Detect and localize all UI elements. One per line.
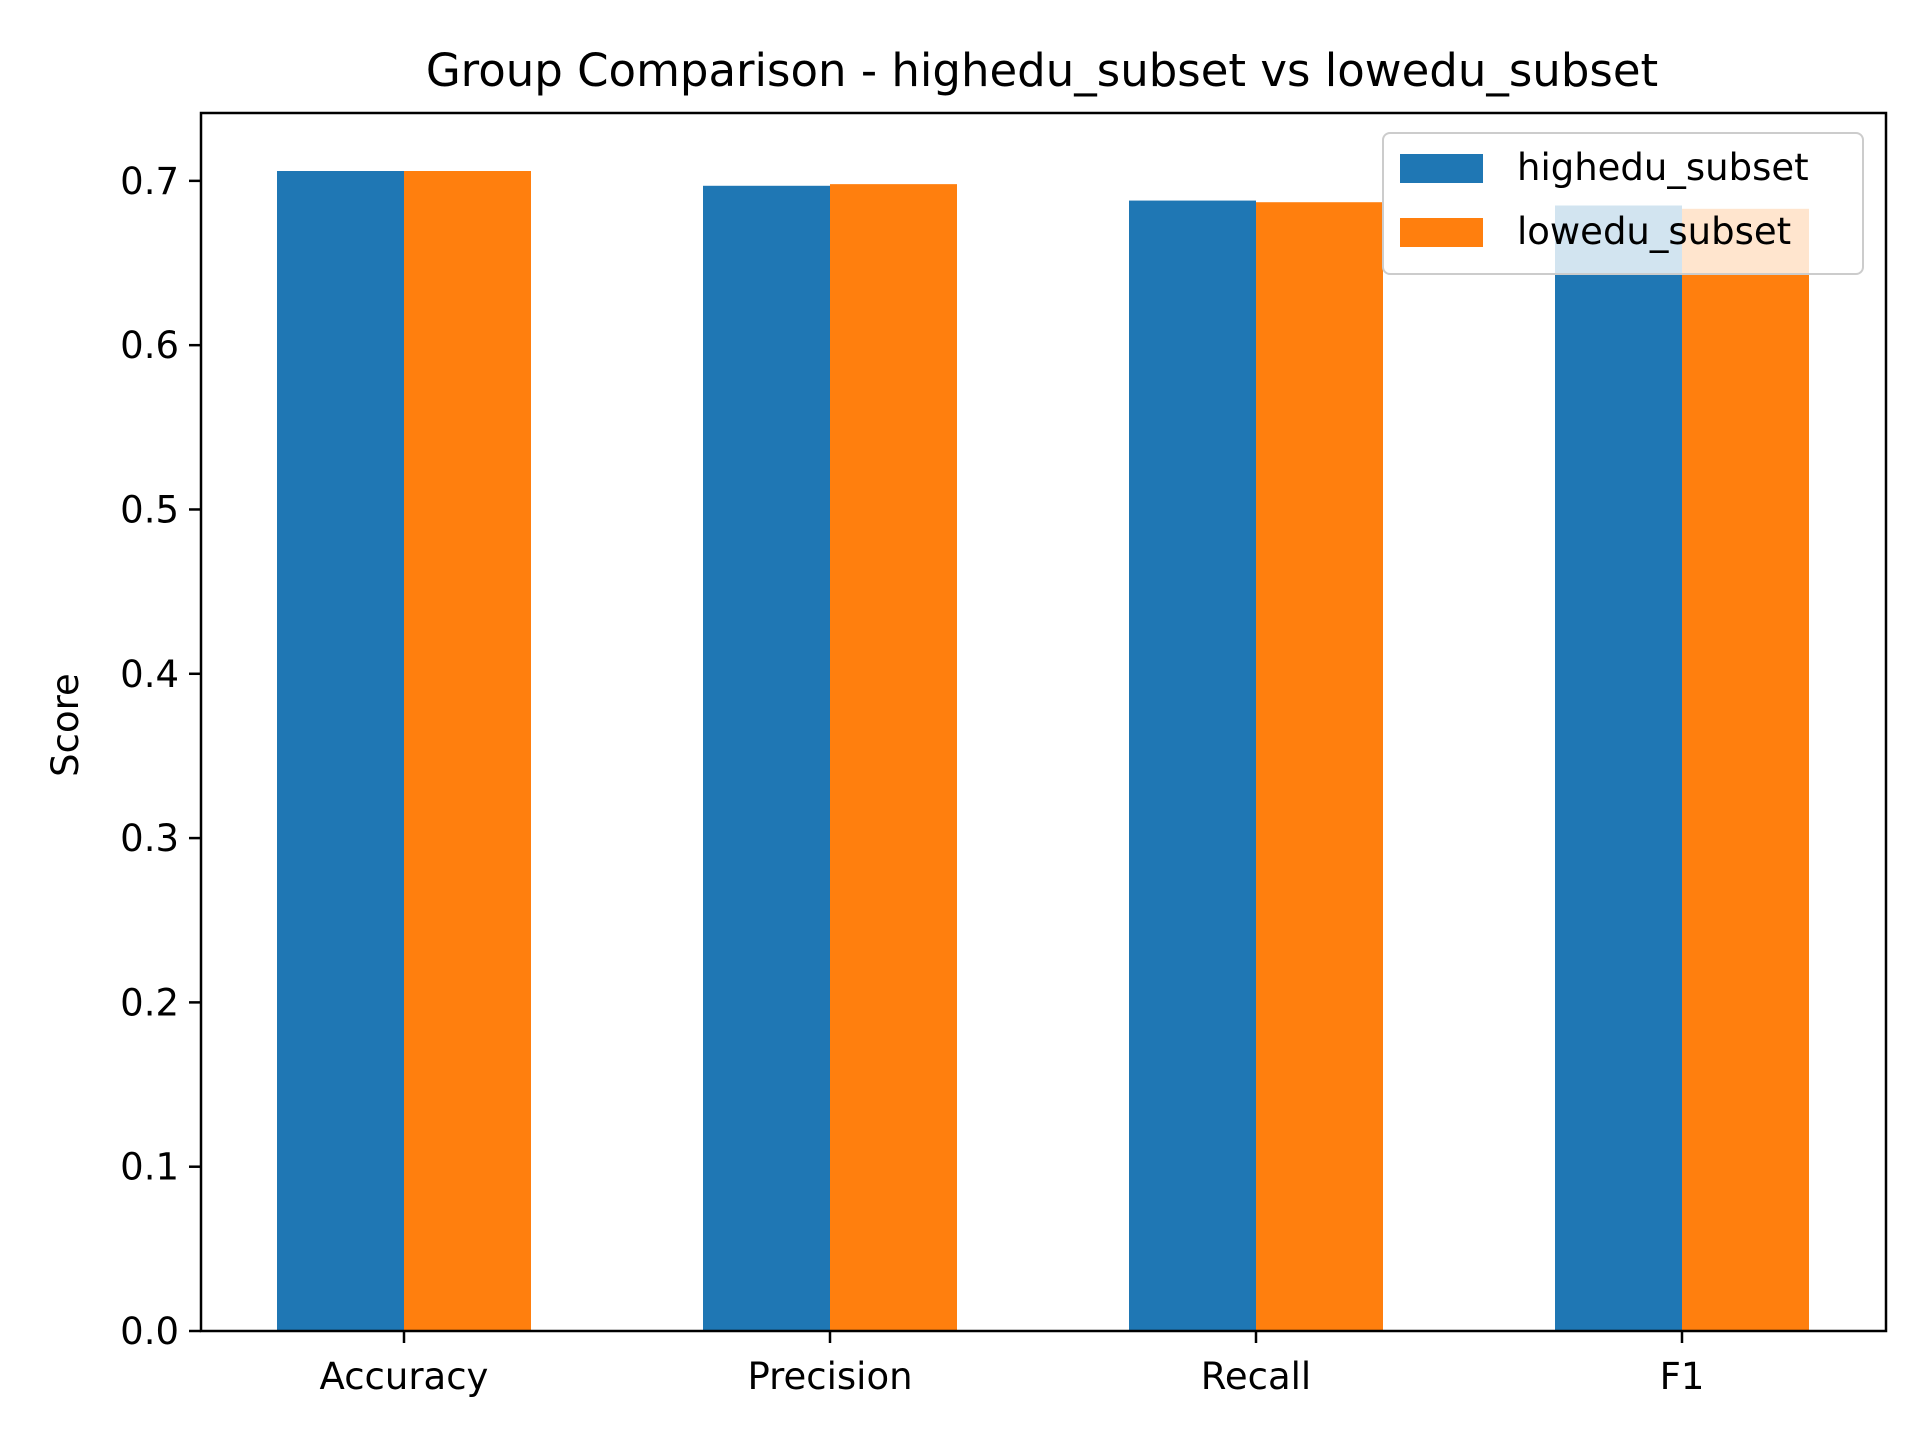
legend-frame [1382,132,1864,275]
bar-lowedu_subset-accuracy [404,171,531,1331]
y-tick-label: 0.3 [120,817,179,860]
x-tick-label-f1: F1 [1660,1355,1705,1398]
bar-highedu_subset-recall [1129,200,1256,1331]
legend: highedu_subset lowedu_subset [1382,132,1864,275]
y-tick-label: 0.6 [120,324,179,367]
y-tick-label: 0.7 [120,160,179,203]
bar-highedu_subset-accuracy [277,171,404,1331]
bar-highedu_subset-f1 [1555,205,1682,1331]
y-tick-label: 0.4 [120,653,179,696]
bar-highedu_subset-precision [703,185,830,1331]
chart-title: Group Comparison - highedu_subset vs low… [426,44,1658,97]
y-axis-label: Score [44,673,87,777]
legend-label-lowedu: lowedu_subset [1517,210,1791,253]
y-tick-label: 0.1 [120,1146,179,1189]
y-tick-label: 0.0 [120,1310,179,1353]
x-tick-label-precision: Precision [747,1355,912,1398]
bar-lowedu_subset-precision [830,184,957,1331]
x-tick-label-accuracy: Accuracy [320,1355,489,1398]
bars-group [277,171,1809,1331]
legend-label-highedu: highedu_subset [1517,146,1809,189]
legend-swatch-lowedu [1400,218,1483,247]
x-ticks-group: Accuracy Precision Recall F1 [320,1331,1705,1398]
y-tick-label: 0.2 [120,981,179,1024]
bar-lowedu_subset-f1 [1682,208,1809,1331]
y-ticks-group: 0.0 0.1 0.2 0.3 0.4 0.5 0.6 0.7 [120,160,201,1353]
y-tick-label: 0.5 [120,488,179,531]
bar-lowedu_subset-recall [1256,202,1383,1331]
x-tick-label-recall: Recall [1201,1355,1311,1398]
legend-swatch-highedu [1400,154,1483,183]
plot-frame [199,111,1888,1333]
